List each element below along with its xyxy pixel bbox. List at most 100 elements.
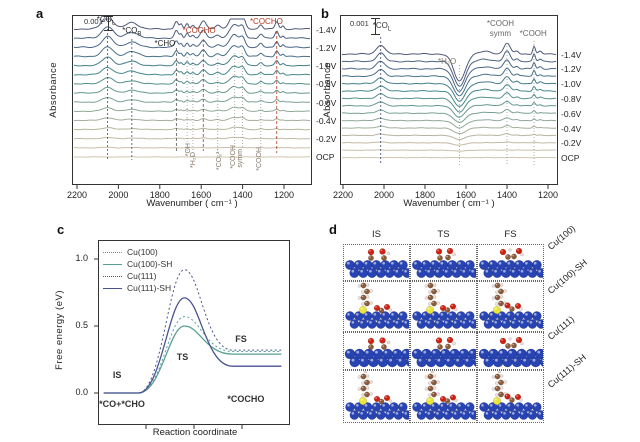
voltage-label: OCP <box>561 153 580 164</box>
y-tick-label: 0.5 <box>75 320 88 330</box>
structure-col-header: FS <box>504 229 517 240</box>
legend-label: Cu(111)-SH <box>127 283 172 293</box>
structure-model-cu100-fs <box>478 247 543 279</box>
structure-model-cu100-sh-fs <box>479 282 543 329</box>
spectrum-trace <box>73 55 311 67</box>
legend-line-swatch <box>103 275 122 277</box>
x-tick-label: 1400 <box>232 190 253 200</box>
peak-annotation: *COCHO <box>182 26 216 35</box>
spectrum-trace <box>341 125 557 135</box>
structure-col-header: IS <box>372 229 381 240</box>
peak-annotation-vertical: *COOH <box>229 145 237 169</box>
structure-row-label: Cu(100) <box>545 223 578 252</box>
legend-label: Cu(100)-SH <box>127 259 173 269</box>
peak-annotation-vertical: symm <box>237 149 245 168</box>
legend-line-swatch <box>103 263 122 265</box>
spectrum-trace <box>341 75 557 102</box>
voltage-label: -0.8V <box>561 93 582 104</box>
structure-model-cu111-sh-ts <box>412 371 476 420</box>
structure-cell <box>343 281 410 332</box>
spectrum-trace <box>73 146 311 149</box>
structure-cell <box>477 244 544 281</box>
structure-cell <box>410 332 477 370</box>
legend-item: Cu(111) <box>103 270 156 282</box>
panel-a-xlabel: Wavenumber ( cm⁻¹ ) <box>146 198 238 209</box>
legend-line-swatch <box>103 287 122 289</box>
energy-curve-cu111 <box>103 269 282 394</box>
spectrum-trace <box>341 133 557 141</box>
panel-a-letter: a <box>36 6 44 21</box>
energy-annotation: *CO+*CHO <box>99 399 145 410</box>
structure-model-cu100-ts <box>411 247 476 279</box>
legend-item: Cu(111)-SH <box>103 282 171 294</box>
structure-model-cu111-sh-is <box>345 371 409 420</box>
structure-col-header: TS <box>437 229 450 240</box>
panel-a-plot <box>72 15 312 189</box>
spectrum-trace <box>73 85 311 94</box>
spectrum-trace <box>341 42 557 82</box>
peak-annotation: *H₂O <box>438 57 457 66</box>
spectrum-trace <box>341 149 557 152</box>
x-tick-label: 1200 <box>537 190 559 200</box>
panel-b-scalebar-icon <box>371 18 380 35</box>
spectrum-trace <box>73 45 311 58</box>
panel-d-letter: d <box>329 222 337 237</box>
structure-model-cu111-sh-fs <box>479 371 543 420</box>
voltage-label: -0.2V <box>561 138 582 149</box>
spectrum-trace <box>73 106 311 113</box>
structure-cell <box>343 244 410 281</box>
x-tick-label: 1200 <box>273 190 295 200</box>
structure-cell <box>410 281 477 332</box>
voltage-label: -0.4V <box>316 115 337 126</box>
energy-curve-cu100-sh <box>103 325 282 394</box>
peak-annotation-vertical: *COOH <box>255 147 263 171</box>
spectrum-trace <box>74 75 311 85</box>
voltage-label: -1.4V <box>561 49 582 60</box>
peak-annotation: *COOH <box>486 19 514 28</box>
spectrum-trace <box>73 65 311 76</box>
x-tick-label: 1400 <box>496 190 518 200</box>
spectrum-trace <box>341 50 557 87</box>
peak-annotation: *COL <box>372 21 392 33</box>
structure-cell <box>410 370 477 423</box>
peak-annotation: *COOH <box>519 29 547 38</box>
panel-b-plot <box>340 15 558 189</box>
legend-item: Cu(100) <box>103 246 158 258</box>
structure-row-label: Cu(111) <box>545 314 577 342</box>
voltage-label: -0.2V <box>316 134 337 145</box>
panel-a-ylabel: Absorbance <box>48 62 59 118</box>
structure-model-cu100-is <box>344 248 409 279</box>
y-tick-label: 0.0 <box>75 387 88 397</box>
voltage-label: -1.2V <box>316 42 337 53</box>
peak-annotation: symm <box>489 29 512 38</box>
legend-label: Cu(111) <box>127 271 157 281</box>
legend-line-swatch <box>103 251 122 253</box>
voltage-label: -0.6V <box>316 97 337 108</box>
x-tick-label: 2000 <box>373 190 395 200</box>
structure-cell <box>343 370 410 423</box>
x-tick-label: 1600 <box>191 190 212 200</box>
spectrum-trace <box>73 23 311 40</box>
structure-row-label: Cu(100)-SH <box>545 257 589 296</box>
panel-b-letter: b <box>321 6 329 21</box>
spectrum-trace <box>341 141 557 146</box>
structure-model-cu100-sh-ts <box>412 282 476 329</box>
voltage-label: OCP <box>316 152 335 163</box>
structure-row-label: Cu(111)-SH <box>545 352 588 390</box>
voltage-label: -1.2V <box>561 64 582 75</box>
x-tick-label: 1800 <box>414 190 436 200</box>
legend-label: Cu(100) <box>127 247 158 257</box>
spectrum-trace <box>341 67 557 97</box>
x-tick-label: 2200 <box>332 190 354 200</box>
structure-cell <box>343 332 410 370</box>
x-tick-label: 2000 <box>108 190 129 200</box>
spectrum-trace <box>73 116 311 122</box>
structure-model-cu111-is <box>344 337 409 368</box>
spectrum-trace <box>341 59 557 92</box>
peak-annotation-vertical: *H₂O <box>190 152 198 168</box>
structure-model-cu111-ts <box>411 336 476 368</box>
panel-a-scalebar-icon <box>104 16 113 31</box>
x-tick-label: 1600 <box>455 190 477 200</box>
peak-annotation: *COL <box>96 15 116 27</box>
